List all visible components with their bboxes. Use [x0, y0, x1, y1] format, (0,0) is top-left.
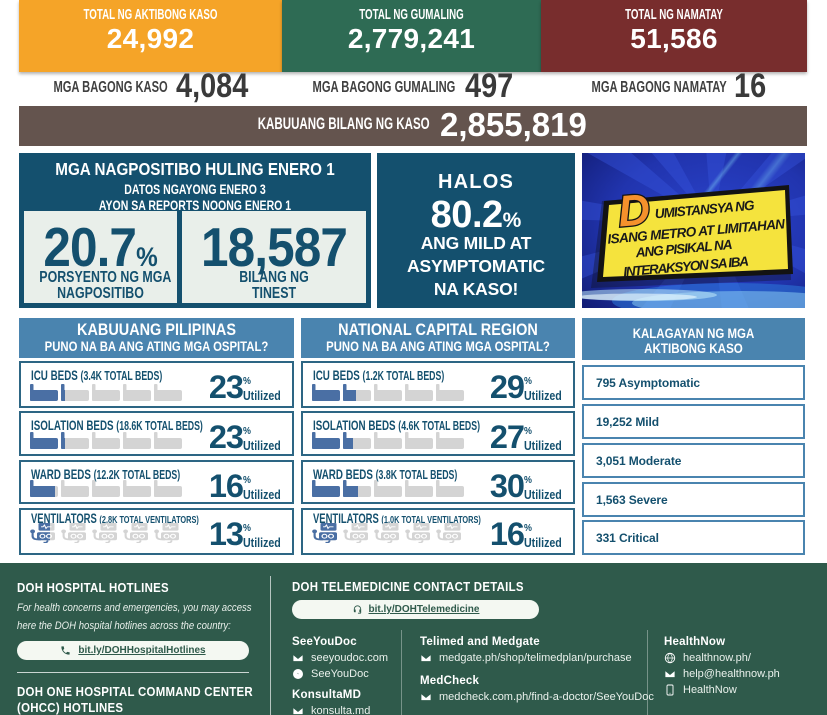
svg-text:D: D	[616, 185, 652, 237]
